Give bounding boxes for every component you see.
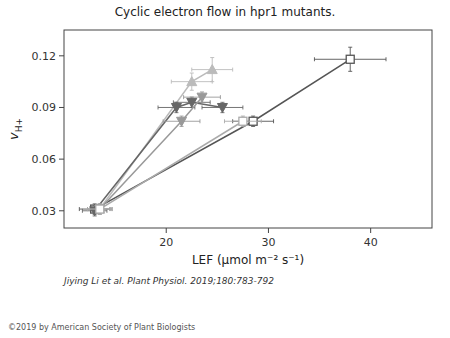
point-marker bbox=[207, 65, 217, 74]
point-marker bbox=[197, 93, 207, 102]
citation: Jiying Li et al. Plant Physiol. 2019;180… bbox=[62, 276, 274, 286]
plot-marks bbox=[79, 47, 386, 216]
point-marker bbox=[239, 117, 247, 125]
error-bars bbox=[171, 73, 212, 90]
error-bars bbox=[88, 204, 113, 214]
y-tick bbox=[59, 55, 64, 56]
error-bars bbox=[163, 116, 200, 126]
series-line bbox=[95, 59, 351, 209]
point-marker bbox=[187, 77, 197, 86]
error-bars bbox=[224, 116, 261, 126]
title: Cyclic electron flow in hpr1 mutants. bbox=[115, 5, 336, 19]
point-marker bbox=[96, 205, 104, 213]
x-tick bbox=[166, 228, 167, 233]
point-marker bbox=[95, 204, 105, 213]
chart-container: Cyclic electron flow in hpr1 mutants. 20 3… bbox=[0, 0, 450, 338]
x-tick-label: 20 bbox=[159, 236, 173, 249]
series bbox=[88, 58, 233, 215]
series-line bbox=[100, 97, 202, 209]
y-axis-label: vH+ bbox=[6, 118, 24, 140]
series bbox=[88, 92, 221, 214]
y-tick-label: 0.09 bbox=[32, 101, 57, 114]
y-tick bbox=[59, 210, 64, 211]
series bbox=[88, 116, 262, 214]
x-axis-label: LEF (μmol m⁻² s⁻¹) bbox=[192, 253, 304, 267]
point-marker bbox=[177, 117, 187, 126]
point-marker bbox=[95, 205, 105, 214]
series-line bbox=[100, 121, 243, 209]
point-marker bbox=[171, 103, 181, 112]
x-tick-label: 40 bbox=[364, 236, 378, 249]
y-axis-label-subscript: H+ bbox=[14, 118, 24, 132]
error-bars bbox=[82, 206, 107, 216]
y-tick-label: 0.06 bbox=[32, 153, 57, 166]
copyright: ©2019 by American Society of Plant Biolo… bbox=[8, 323, 195, 332]
y-tick-label: 0.12 bbox=[32, 50, 57, 63]
x-tick bbox=[268, 228, 269, 233]
error-bars bbox=[88, 204, 113, 214]
y-tick bbox=[59, 159, 64, 160]
series-line bbox=[100, 70, 212, 209]
error-bars bbox=[202, 102, 243, 112]
error-bars bbox=[314, 47, 386, 71]
error-bars bbox=[184, 92, 221, 102]
error-bars bbox=[192, 58, 233, 82]
chart-svg: Cyclic electron flow in hpr1 mutants. 20 3… bbox=[0, 0, 450, 338]
y-tick bbox=[59, 107, 64, 108]
y-tick-label: 0.03 bbox=[32, 205, 57, 218]
error-bars bbox=[88, 204, 113, 214]
plot-frame bbox=[64, 30, 432, 228]
series bbox=[82, 97, 242, 216]
x-tick-label: 30 bbox=[261, 236, 275, 249]
x-tick bbox=[370, 228, 371, 233]
point-marker bbox=[346, 55, 354, 63]
series bbox=[79, 47, 386, 214]
point-marker bbox=[217, 103, 227, 112]
